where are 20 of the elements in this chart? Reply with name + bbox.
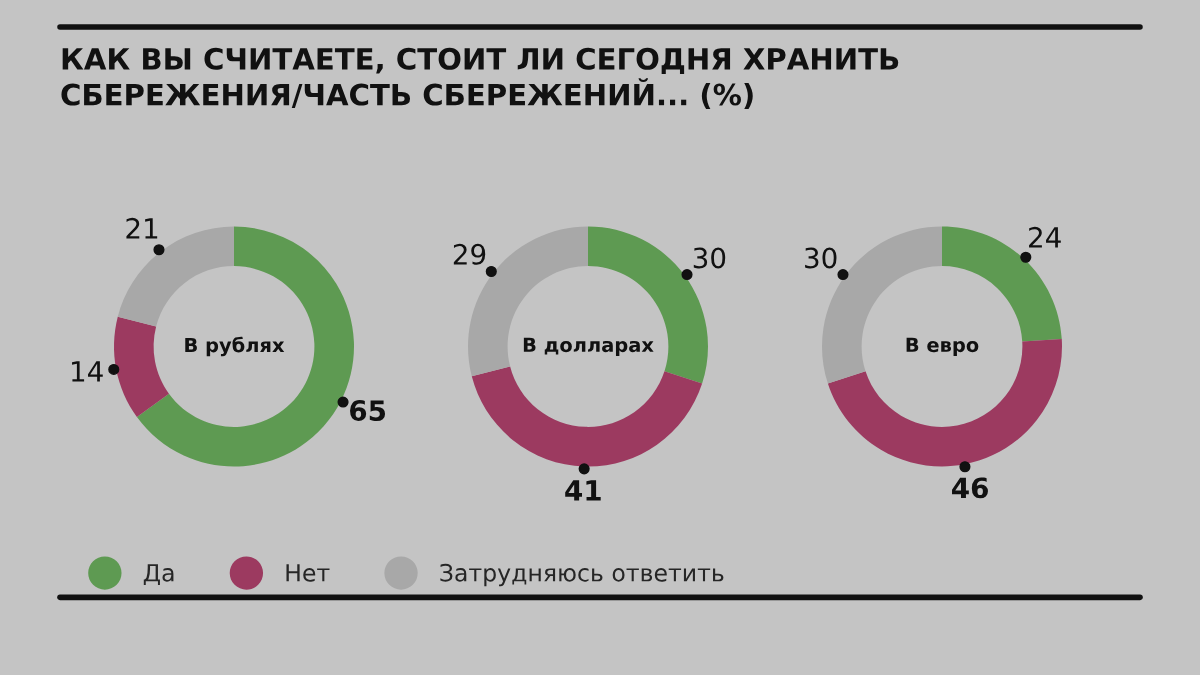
legend-label: Нет	[286, 564, 330, 582]
donut-slice	[471, 366, 703, 467]
data-label: 24	[1029, 226, 1061, 248]
data-label: 14	[72, 361, 103, 382]
data-label: 65	[350, 400, 386, 422]
data-label: 30	[693, 247, 726, 269]
text: В рублях	[185, 336, 285, 357]
data-label: 21	[126, 217, 158, 239]
data-label: 46	[952, 477, 988, 499]
data-label: 41	[565, 480, 601, 501]
legend-label: Да	[143, 564, 174, 586]
data-label: 29	[453, 243, 486, 265]
legend-label: Затрудняюсь ответить	[440, 563, 724, 587]
data-label: 30	[805, 247, 837, 269]
chart-title: КАК ВЫ СЧИТАЕТЕ, СТОИТ ЛИ СЕГОДНЯ ХРАНИТЬ СБЕРЕЖЕНИЯ/ЧАСТЬ СБЕРЕЖЕНИЙ... (%)	[61, 47, 899, 110]
text: В долларах	[523, 337, 654, 356]
donut-slice	[114, 316, 169, 418]
donut-slice	[827, 338, 1062, 467]
donut-slice	[942, 226, 1062, 342]
text: В евро	[906, 337, 979, 356]
